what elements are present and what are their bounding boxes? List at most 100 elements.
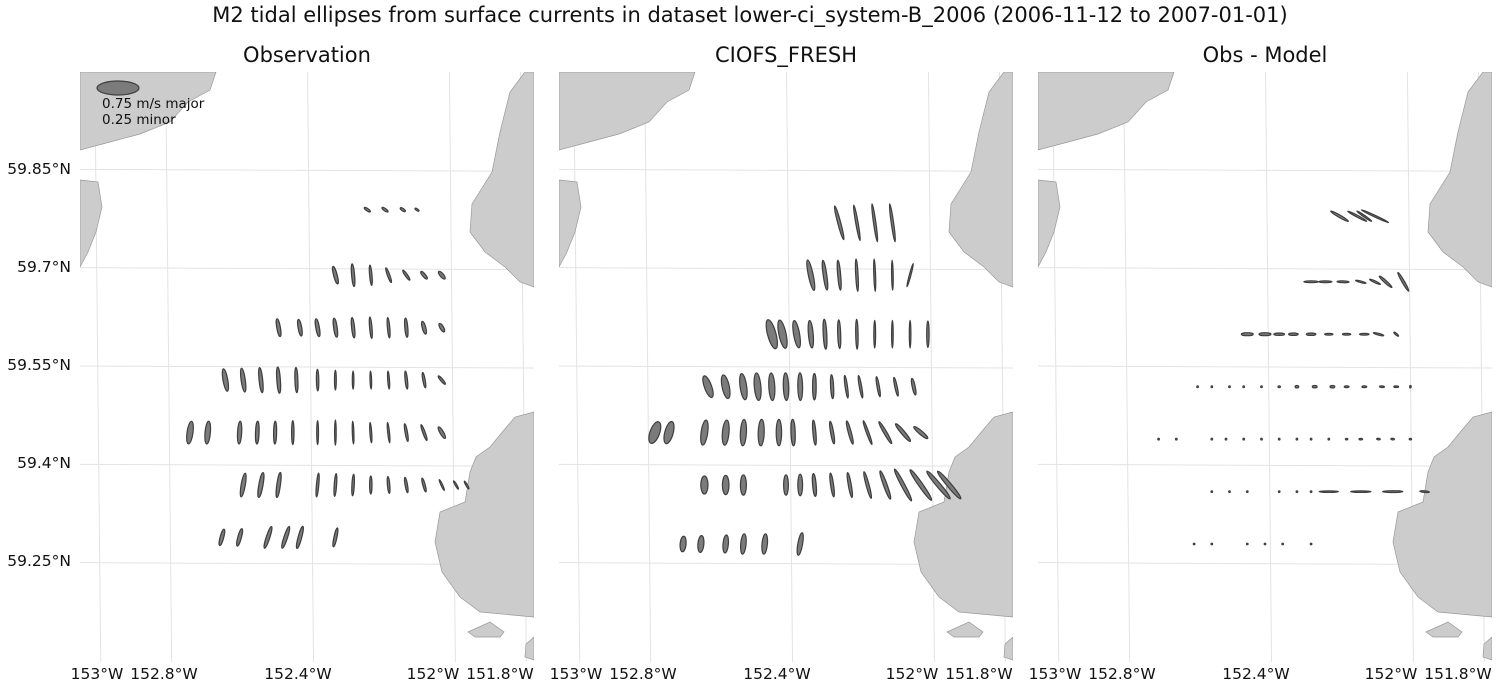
- lon-tick-label: 152.4°W: [264, 665, 331, 683]
- tidal-ellipse: [846, 471, 854, 499]
- tidal-ellipse: [1379, 385, 1385, 389]
- tidal-ellipse: [272, 420, 278, 445]
- tidal-ellipse: [879, 470, 892, 500]
- tidal-ellipse: [331, 265, 339, 285]
- tidal-ellipse: [332, 317, 339, 338]
- tidal-ellipse: [807, 319, 815, 349]
- tidal-ellipse: [386, 370, 391, 390]
- lon-tick-label: 152.8°W: [130, 665, 197, 683]
- tidal-ellipse: [369, 421, 373, 444]
- scale-ellipse: [96, 80, 140, 96]
- tidal-ellipse: [294, 366, 299, 394]
- tidal-ellipse: [386, 421, 391, 444]
- tidal-ellipse: [888, 203, 896, 243]
- tidal-ellipse: [351, 473, 356, 497]
- tidal-ellipse: [910, 377, 917, 396]
- tidal-ellipse: [1309, 542, 1313, 546]
- tidal-ellipse: [1192, 542, 1196, 546]
- tidal-ellipse: [350, 263, 356, 288]
- tidal-ellipse: [913, 426, 929, 440]
- tidal-ellipse: [1245, 542, 1249, 546]
- lat-tick-label: 59.4°N: [17, 454, 71, 472]
- parallel-gridline: [80, 463, 534, 467]
- parallel-gridline: [80, 365, 534, 369]
- tidal-ellipse: [402, 269, 411, 281]
- tidal-ellipse: [1330, 210, 1349, 223]
- meridian-gridline: [165, 72, 173, 662]
- ellipse-layer: [1157, 209, 1430, 546]
- tidal-ellipse: [806, 259, 816, 292]
- tidal-ellipse: [221, 368, 230, 392]
- tidal-ellipse: [350, 316, 356, 339]
- lat-tick-label: 59.25°N: [7, 552, 71, 570]
- tidal-ellipse: [878, 421, 893, 445]
- tidal-ellipse: [1281, 542, 1285, 546]
- tidal-ellipse: [843, 374, 849, 399]
- tidal-ellipse: [829, 472, 835, 498]
- tidal-ellipse: [855, 318, 859, 350]
- tidal-ellipse: [893, 376, 899, 397]
- tidal-ellipse: [891, 319, 894, 349]
- tidal-ellipse: [1288, 332, 1299, 336]
- tidal-ellipse: [890, 259, 894, 291]
- tidal-ellipse: [1240, 332, 1254, 337]
- ellipse-layer: [648, 203, 962, 556]
- tidal-ellipse: [837, 319, 842, 350]
- tidal-ellipse: [700, 475, 709, 495]
- tidal-ellipse: [334, 419, 337, 446]
- tidal-ellipse: [254, 420, 260, 445]
- tidal-ellipse: [281, 525, 291, 549]
- lon-tick-label: 152°W: [886, 665, 939, 683]
- tidal-ellipse: [1294, 384, 1300, 389]
- tidal-ellipse: [258, 366, 264, 394]
- tidal-ellipse: [1356, 210, 1373, 223]
- tidal-ellipse: [1263, 542, 1267, 546]
- parallel-gridline: [1038, 365, 1492, 369]
- tidal-ellipse: [739, 474, 748, 496]
- tidal-ellipse: [873, 258, 877, 292]
- tidal-ellipse: [1358, 332, 1370, 336]
- tidal-ellipse: [463, 480, 470, 490]
- tidal-ellipse: [797, 473, 804, 497]
- tidal-ellipse: [722, 534, 730, 554]
- tidal-ellipse: [739, 533, 747, 555]
- tidal-ellipse: [1210, 437, 1214, 441]
- tidal-ellipse: [1408, 437, 1413, 441]
- tidal-ellipse: [1378, 275, 1393, 289]
- lon-tick-label: 151.8°W: [1424, 665, 1491, 683]
- tidal-ellipse: [437, 270, 446, 280]
- tidal-ellipse: [1242, 385, 1246, 389]
- tidal-ellipse: [186, 420, 194, 445]
- tidal-ellipse: [403, 476, 409, 494]
- tidal-ellipse: [1295, 437, 1299, 441]
- tidal-ellipse: [438, 322, 446, 333]
- tidal-ellipse: [679, 535, 687, 553]
- tidal-ellipse: [1329, 384, 1336, 389]
- tidal-ellipse: [414, 207, 420, 212]
- tidal-ellipse: [797, 372, 804, 402]
- lat-tick-label: 59.85°N: [7, 160, 71, 178]
- tidal-ellipse: [1196, 385, 1199, 389]
- tidal-ellipse: [1336, 280, 1350, 284]
- lon-tick-label: 152.4°W: [1222, 665, 1289, 683]
- tidal-ellipse: [236, 528, 244, 547]
- tidal-ellipse: [1311, 384, 1318, 389]
- meridian-gridline: [644, 72, 652, 662]
- tidal-ellipse: [239, 472, 247, 498]
- tidal-ellipse: [421, 371, 427, 389]
- parallel-gridline: [559, 168, 1013, 172]
- parallel-gridline: [559, 463, 1013, 467]
- tidal-ellipse: [1174, 437, 1178, 441]
- tidal-ellipse: [1273, 332, 1286, 336]
- tidal-ellipse: [315, 472, 320, 498]
- tidal-ellipse: [297, 318, 303, 337]
- lat-tick-label: 59.55°N: [7, 356, 71, 374]
- tidal-ellipse: [1397, 271, 1410, 292]
- tidal-ellipse: [1277, 490, 1281, 494]
- parallel-gridline: [80, 267, 534, 271]
- scale-major-label: 0.75 m/s major: [102, 96, 205, 112]
- tidal-ellipse: [936, 470, 962, 500]
- tidal-ellipse: [275, 471, 282, 499]
- tidal-ellipse: [811, 473, 818, 497]
- meridian-gridline: [1123, 72, 1131, 662]
